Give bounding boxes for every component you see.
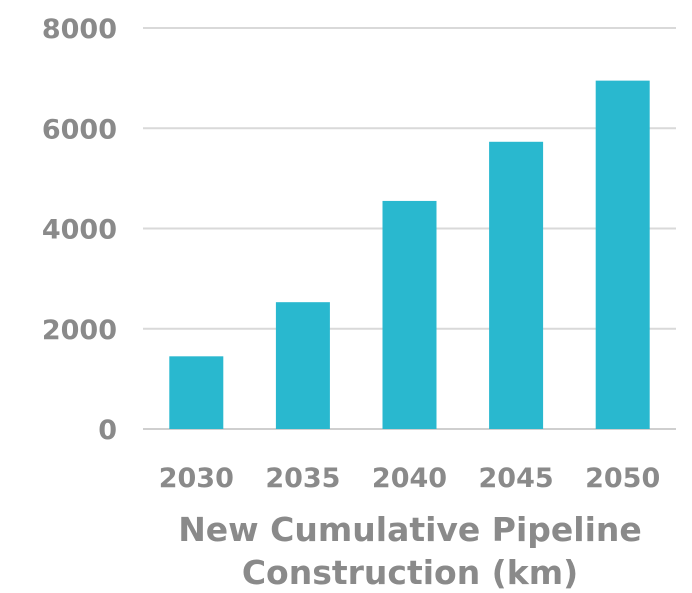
x-tick-label: 2030 — [159, 463, 234, 494]
x-tick-label: 2040 — [372, 463, 447, 494]
y-axis-ticks: 0 2000 4000 6000 8000 — [42, 14, 117, 446]
bars — [169, 80, 650, 429]
y-tick-label: 2000 — [42, 315, 117, 346]
x-axis-label: New Cumulative Pipeline Construction (km… — [178, 510, 642, 592]
bar-2050 — [595, 80, 650, 429]
bar-2035 — [275, 302, 330, 429]
x-axis-label-line-2: Construction (km) — [242, 553, 578, 592]
y-tick-label: 4000 — [42, 215, 117, 246]
bar-2040 — [382, 200, 437, 429]
y-tick-label: 0 — [98, 415, 117, 446]
x-axis-ticks: 2030 2035 2040 2045 2050 — [159, 463, 661, 494]
bar-2030 — [169, 356, 224, 429]
y-tick-label: 8000 — [42, 14, 117, 45]
bar-2045 — [489, 141, 544, 429]
x-tick-label: 2050 — [585, 463, 660, 494]
x-tick-label: 2045 — [479, 463, 554, 494]
y-tick-label: 6000 — [42, 114, 117, 145]
x-axis-label-line-1: New Cumulative Pipeline — [178, 510, 642, 549]
x-tick-label: 2035 — [265, 463, 340, 494]
